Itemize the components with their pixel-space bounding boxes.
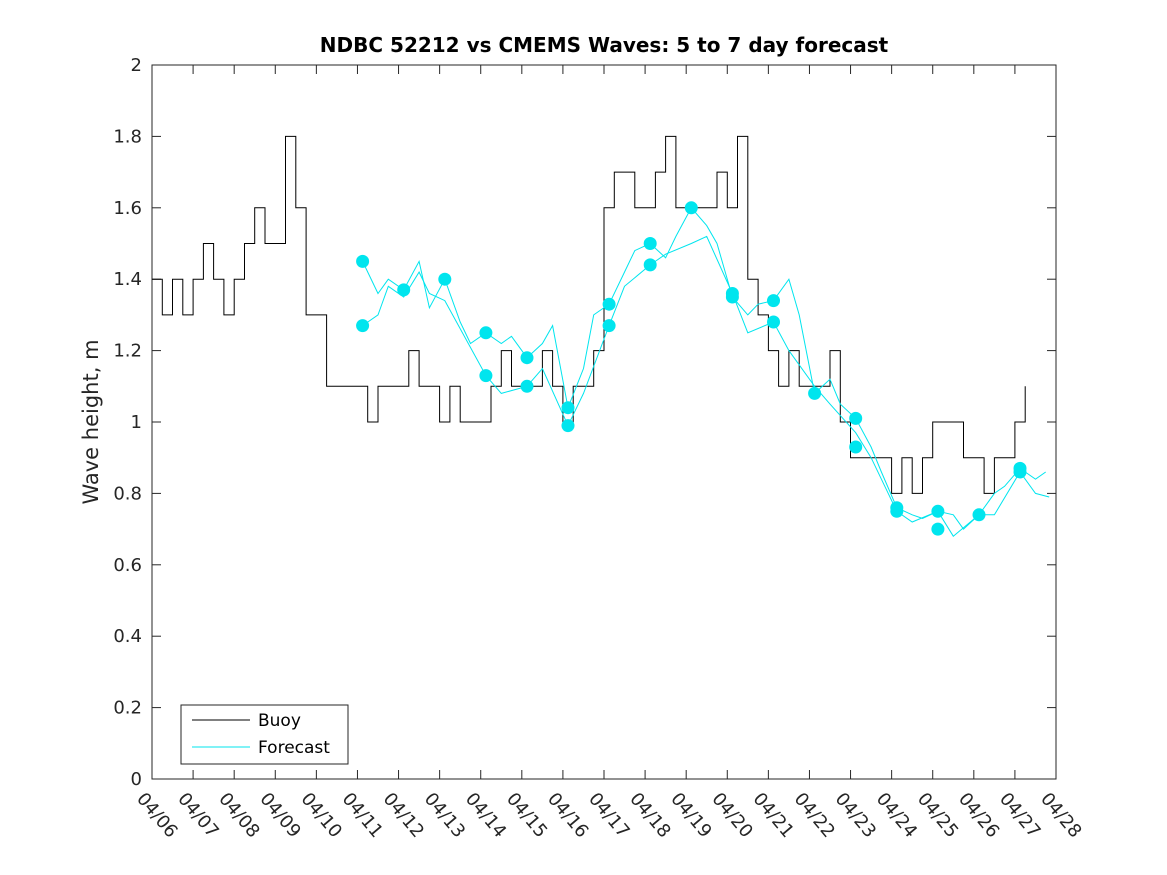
plot-area xyxy=(151,64,1057,780)
forecast-marker xyxy=(643,258,657,272)
forecast-marker xyxy=(972,508,986,522)
forecast-marker xyxy=(479,326,493,340)
forecast-marker xyxy=(397,283,411,297)
y-tick-label: 0.2 xyxy=(113,698,142,719)
y-tick-label: 0.8 xyxy=(113,483,142,504)
forecast-marker xyxy=(643,237,657,250)
forecast-markers xyxy=(356,201,1027,536)
y-axis: 0 0.2 0.4 0.6 0.8 1 1.2 1.4 1.6 1.8 2 xyxy=(113,55,1056,790)
y-tick-label: 0.6 xyxy=(113,555,142,576)
y-tick-label: 1.2 xyxy=(113,341,142,362)
forecast-marker xyxy=(725,290,739,304)
chart-title: NDBC 52212 vs CMEMS Waves: 5 to 7 day fo… xyxy=(320,33,889,57)
buoy-series-line xyxy=(152,135,1026,494)
y-tick-label: 1 xyxy=(131,412,142,433)
forecast-marker xyxy=(561,401,575,415)
forecast-marker xyxy=(808,386,822,400)
legend-box xyxy=(180,704,349,765)
forecast-marker xyxy=(438,272,452,286)
y-tick-label: 2 xyxy=(131,55,142,76)
y-tick-label: 1.6 xyxy=(113,198,142,219)
forecast-marker xyxy=(356,319,370,333)
forecast-marker xyxy=(356,254,370,268)
forecast-marker xyxy=(684,201,698,215)
y-axis-label: Wave height, m xyxy=(79,339,103,504)
legend-buoy-label: Buoy xyxy=(258,711,301,731)
forecast-marker xyxy=(849,411,863,425)
y-tick-label: 1.4 xyxy=(113,269,142,290)
forecast-marker xyxy=(767,294,780,308)
forecast-marker xyxy=(849,440,863,454)
forecast-marker xyxy=(520,379,534,393)
y-tick-label: 1.8 xyxy=(113,126,142,147)
legend: Buoy Forecast xyxy=(180,704,349,765)
forecast-marker xyxy=(931,522,945,536)
y-tick-label: 0 xyxy=(131,769,142,790)
forecast-marker xyxy=(602,297,616,311)
forecast-marker xyxy=(890,504,904,518)
y-tick-label: 0.4 xyxy=(113,626,142,647)
forecast-marker xyxy=(931,504,945,518)
forecast-marker xyxy=(520,351,534,365)
forecast-marker xyxy=(602,319,616,333)
forecast-marker xyxy=(767,315,780,329)
forecast-marker xyxy=(479,369,493,383)
legend-forecast-label: Forecast xyxy=(258,738,330,758)
forecast-marker xyxy=(1013,465,1027,479)
forecast-marker xyxy=(561,419,575,433)
